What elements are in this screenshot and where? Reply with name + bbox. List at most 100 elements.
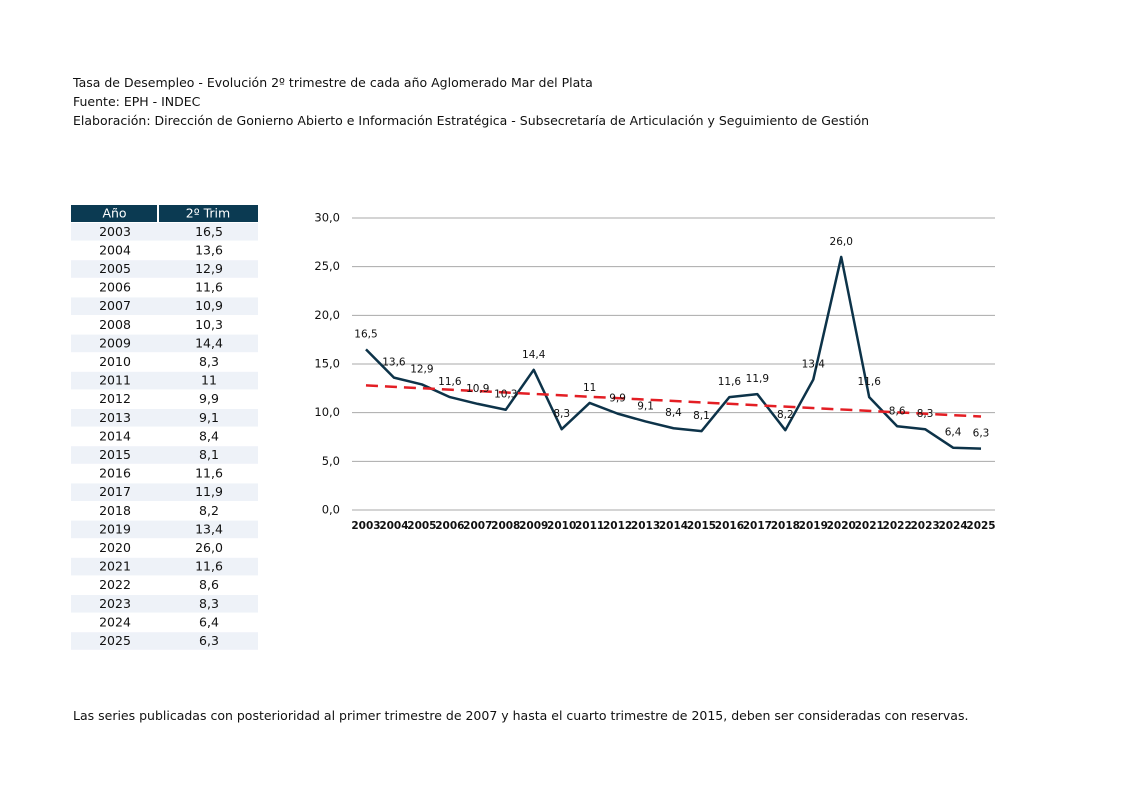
table-cell: 13,6: [195, 242, 223, 257]
table-cell: 2006: [99, 280, 131, 295]
x-tick-label: 2004: [379, 520, 408, 532]
table-cell: 2016: [99, 466, 131, 481]
x-tick-label: 2011: [575, 520, 604, 532]
table-cell: 8,1: [199, 447, 219, 462]
table-row-bg: [71, 297, 258, 315]
data-label: 6,3: [973, 428, 990, 440]
table-row-bg: [71, 483, 258, 501]
data-label: 8,3: [917, 408, 934, 420]
x-tick-label: 2016: [715, 520, 744, 532]
table-row-bg: [71, 409, 258, 427]
table-cell: 2023: [99, 596, 131, 611]
x-tick-label: 2014: [659, 520, 688, 532]
table-cell: 2021: [99, 559, 131, 574]
data-label: 8,6: [889, 405, 906, 417]
table-cell: 8,4: [199, 428, 219, 443]
table-cell: 2022: [99, 577, 131, 592]
table-cell: 2007: [99, 298, 131, 313]
y-tick-label: 15,0: [314, 357, 340, 371]
data-label: 6,4: [945, 427, 962, 439]
table-cell: 2013: [99, 410, 131, 425]
table-row-bg: [71, 557, 258, 576]
data-label: 13,4: [802, 359, 826, 371]
y-tick-label: 10,0: [314, 405, 340, 419]
table-cell: 2020: [99, 540, 131, 555]
source: Fuente: EPH - INDEC: [73, 94, 201, 109]
table-cell: 2003: [99, 224, 131, 239]
x-tick-label: 2008: [491, 520, 520, 532]
x-tick-label: 2009: [519, 520, 548, 532]
x-tick-label: 2005: [407, 520, 436, 532]
table-cell: 10,3: [195, 317, 223, 332]
table-cell: 2017: [99, 484, 131, 499]
y-tick-label: 20,0: [314, 308, 340, 322]
data-label: 8,4: [665, 407, 682, 419]
table-cell: 8,3: [199, 596, 219, 611]
title: Tasa de Desempleo - Evolución 2º trimest…: [73, 75, 593, 90]
table-cell: 10,9: [195, 298, 223, 313]
table-row-bg: [71, 520, 258, 539]
table-cell: 2008: [99, 317, 131, 332]
table-cell: 8,6: [199, 577, 219, 592]
table-cell: 11: [201, 373, 217, 388]
table-cell: 2024: [99, 614, 131, 629]
x-tick-label: 2007: [463, 520, 492, 532]
x-tick-label: 2019: [799, 520, 828, 532]
x-tick-label: 2003: [351, 520, 380, 532]
y-tick-label: 30,0: [314, 211, 340, 225]
x-tick-label: 2021: [855, 520, 884, 532]
x-tick-label: 2024: [938, 520, 967, 532]
table-cell: 11,6: [195, 559, 223, 574]
table-row-bg: [71, 260, 258, 278]
data-label: 14,4: [522, 349, 546, 361]
table-header-bg: [71, 205, 258, 222]
table-cell: 2019: [99, 521, 131, 536]
x-tick-label: 2023: [910, 520, 939, 532]
x-tick-label: 2013: [631, 520, 660, 532]
x-tick-label: 2006: [435, 520, 464, 532]
table-cell: 2005: [99, 261, 131, 276]
data-label: 13,6: [382, 357, 406, 369]
data-label: 11,6: [858, 376, 882, 388]
x-tick-label: 2020: [827, 520, 856, 532]
table-cell: 11,6: [195, 466, 223, 481]
data-label: 11,9: [746, 373, 769, 385]
footnote: Las series publicadas con posterioridad …: [73, 708, 969, 723]
table-cell: 8,3: [199, 354, 219, 369]
table-cell: 11,6: [195, 280, 223, 295]
table-cell: 6,4: [199, 614, 219, 629]
table-row-bg: [71, 595, 258, 613]
x-tick-label: 2015: [687, 520, 716, 532]
data-label: 8,3: [553, 408, 570, 420]
x-tick-label: 2012: [603, 520, 632, 532]
data-label: 12,9: [410, 363, 433, 375]
trend-line: [365, 384, 982, 418]
table-cell: 2018: [99, 503, 131, 518]
table-row-bg: [71, 371, 258, 390]
x-tick-label: 2025: [966, 520, 995, 532]
table-cell: 2010: [99, 354, 131, 369]
table-row-bg: [71, 334, 258, 353]
data-label: 11,6: [438, 376, 462, 388]
table-cell: 8,2: [199, 503, 219, 518]
data-label: 11,6: [718, 376, 742, 388]
x-tick-label: 2022: [883, 520, 912, 532]
table-cell: 2004: [99, 242, 131, 257]
data-label: 8,1: [693, 410, 710, 422]
x-tick-label: 2010: [547, 520, 576, 532]
data-label: 16,5: [354, 328, 377, 340]
table-header: Año: [102, 206, 126, 221]
table-row-bg: [71, 632, 258, 650]
table-header: 2º Trim: [186, 206, 230, 221]
table-cell: 12,9: [195, 261, 223, 276]
table-cell: 2015: [99, 447, 131, 462]
table-cell: 6,3: [199, 633, 219, 648]
table-cell: 2025: [99, 633, 131, 648]
table-cell: 2012: [99, 391, 131, 406]
table-cell: 26,0: [195, 540, 223, 555]
y-tick-label: 25,0: [314, 259, 340, 273]
y-tick-label: 0,0: [322, 503, 340, 517]
data-label: 10,3: [494, 389, 517, 401]
table-row-bg: [71, 446, 258, 464]
